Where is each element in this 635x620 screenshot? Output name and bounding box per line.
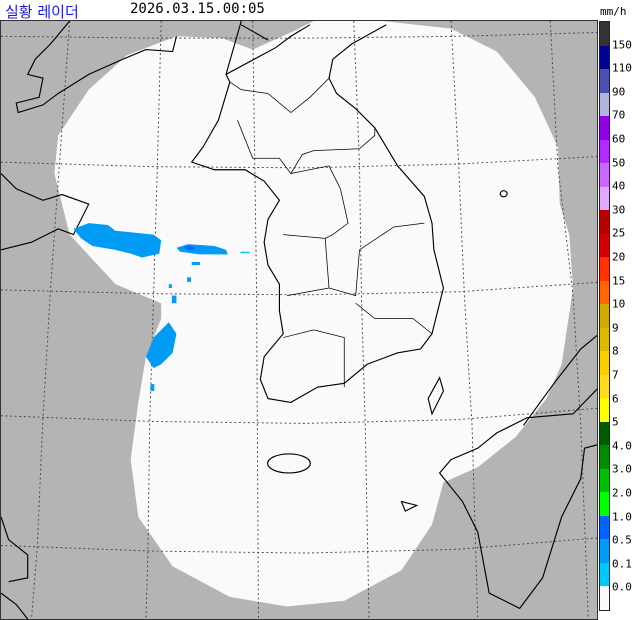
legend-swatch xyxy=(600,586,609,610)
legend-label: 5 xyxy=(612,415,619,429)
legend-label: 0.1 xyxy=(612,557,632,571)
legend-swatch xyxy=(600,280,609,305)
legend-swatch xyxy=(600,139,609,164)
legend-swatch xyxy=(600,492,609,516)
north-border xyxy=(225,21,269,75)
legend-label: 60 xyxy=(612,132,626,146)
legend-label: 90 xyxy=(612,85,626,99)
legend-label: 0.5 xyxy=(612,533,632,547)
legend-label: 9 xyxy=(612,321,619,335)
japan-coast xyxy=(400,334,597,610)
legend-label: 4.0 xyxy=(612,439,632,453)
radar-map[interactable] xyxy=(0,20,598,620)
legend-swatch xyxy=(600,22,609,46)
echo-cell xyxy=(240,251,250,254)
southwest-china-coast xyxy=(1,516,29,619)
echo-cell xyxy=(191,262,201,266)
coastlines xyxy=(1,21,597,619)
legend-swatch xyxy=(600,69,609,93)
legend-label: 50 xyxy=(612,156,626,170)
legend-unit: mm/h xyxy=(600,5,627,18)
china-coast xyxy=(15,21,177,114)
legend-swatch xyxy=(600,562,609,587)
legend-color-bar xyxy=(599,21,610,611)
legend-swatch xyxy=(600,327,609,352)
legend-label: 6 xyxy=(612,392,619,406)
legend-swatch xyxy=(600,304,609,328)
echo-cell xyxy=(150,384,155,391)
china-coast-south xyxy=(1,173,90,251)
radar-coverage-area xyxy=(54,21,574,607)
radar-map-svg xyxy=(1,21,597,619)
tsushima xyxy=(427,376,445,416)
echo-cell xyxy=(168,284,172,288)
province-borders xyxy=(229,77,433,388)
legend-swatch xyxy=(600,116,609,140)
legend-label: 25 xyxy=(612,226,626,240)
legend-swatch xyxy=(600,186,609,211)
legend-label: 20 xyxy=(612,250,626,264)
page-title: 실황 레이더 xyxy=(5,3,79,21)
legend-swatch xyxy=(600,257,609,281)
legend-swatch xyxy=(600,210,609,234)
legend-swatch xyxy=(600,421,609,446)
legend-swatch xyxy=(600,351,609,375)
legend-label: 70 xyxy=(612,108,626,122)
timestamp: 2026.03.15.00:05 xyxy=(130,1,265,17)
echo-west-band xyxy=(73,223,162,258)
echo-cell xyxy=(171,295,177,304)
legend-label: 40 xyxy=(612,179,626,193)
legend-label: 30 xyxy=(612,203,626,217)
legend-label: 3.0 xyxy=(612,462,632,476)
legend-label: 2.0 xyxy=(612,486,632,500)
grid-lines xyxy=(1,21,597,619)
precipitation-echoes xyxy=(73,223,250,391)
legend-swatch xyxy=(600,163,609,187)
jeju-island xyxy=(267,453,311,474)
legend-swatch xyxy=(600,445,609,469)
legend-label: 150 xyxy=(612,38,632,52)
korean-peninsula-coast xyxy=(190,24,445,403)
legend-swatch xyxy=(600,374,609,399)
legend-swatch xyxy=(600,45,609,70)
legend-swatch xyxy=(600,539,609,563)
legend-label: 0.0 xyxy=(612,580,632,594)
echo-cell xyxy=(187,277,191,282)
legend-swatch xyxy=(600,398,609,422)
legend-swatch xyxy=(600,92,609,117)
legend-label: 15 xyxy=(612,274,626,288)
legend-swatch xyxy=(600,468,609,493)
legend-label: 7 xyxy=(612,368,619,382)
echo-core xyxy=(184,246,196,250)
legend-label: 10 xyxy=(612,297,626,311)
legend-swatch xyxy=(600,515,609,540)
legend-label: 1.0 xyxy=(612,510,632,524)
legend-swatch xyxy=(600,233,609,258)
legend-label: 110 xyxy=(612,61,632,75)
echo-southwest xyxy=(145,322,177,369)
legend-label: 8 xyxy=(612,344,619,358)
ulleungdo xyxy=(499,190,508,198)
